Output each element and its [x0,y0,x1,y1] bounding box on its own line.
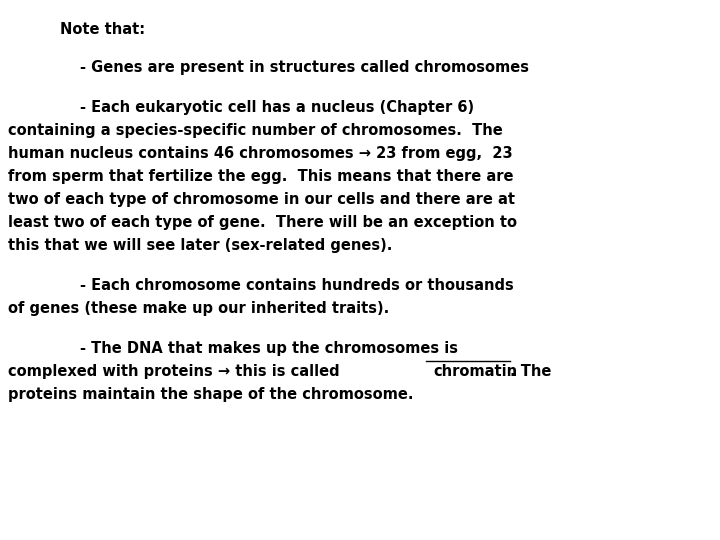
Text: - Each chromosome contains hundreds or thousands: - Each chromosome contains hundreds or t… [80,278,514,293]
Text: proteins maintain the shape of the chromosome.: proteins maintain the shape of the chrom… [8,387,413,402]
Text: complexed with proteins → this is called: complexed with proteins → this is called [8,364,345,379]
Text: two of each type of chromosome in our cells and there are at: two of each type of chromosome in our ce… [8,192,515,207]
Text: from sperm that fertilize the egg.  This means that there are: from sperm that fertilize the egg. This … [8,169,513,184]
Text: Note that:: Note that: [60,22,145,37]
Text: - The DNA that makes up the chromosomes is: - The DNA that makes up the chromosomes … [80,341,458,356]
Text: chromatin: chromatin [433,364,517,379]
Text: - Each eukaryotic cell has a nucleus (Chapter 6): - Each eukaryotic cell has a nucleus (Ch… [80,100,474,115]
Text: least two of each type of gene.  There will be an exception to: least two of each type of gene. There wi… [8,215,517,230]
Text: containing a species-specific number of chromosomes.  The: containing a species-specific number of … [8,123,503,138]
Text: this that we will see later (sex-related genes).: this that we will see later (sex-related… [8,238,392,253]
Text: - Genes are present in structures called chromosomes: - Genes are present in structures called… [80,60,529,75]
Text: human nucleus contains 46 chromosomes → 23 from egg,  23: human nucleus contains 46 chromosomes → … [8,146,513,161]
Text: . The: . The [510,364,551,379]
Text: of genes (these make up our inherited traits).: of genes (these make up our inherited tr… [8,301,390,316]
